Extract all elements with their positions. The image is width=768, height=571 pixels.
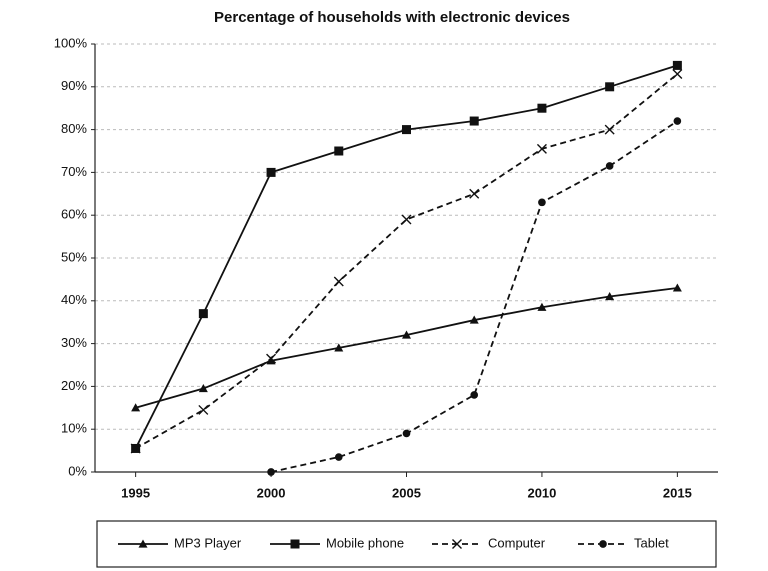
- data-point: [470, 391, 479, 399]
- data-point: [198, 309, 208, 319]
- x-tick-label: 2010: [527, 485, 556, 500]
- series-line: [135, 287, 678, 409]
- data-point: [131, 403, 141, 412]
- y-tick-label: 70%: [61, 164, 87, 179]
- data-point: [266, 356, 276, 365]
- data-point: [537, 103, 547, 113]
- data-point: [402, 330, 411, 339]
- data-point: [402, 429, 411, 438]
- x-tick-label: 2000: [257, 485, 286, 500]
- legend-box: [96, 520, 717, 568]
- legend-marker: [599, 540, 607, 548]
- data-point: [333, 276, 344, 287]
- data-point: [334, 453, 343, 461]
- y-tick-label: 50%: [61, 249, 87, 264]
- data-point: [469, 315, 479, 324]
- y-tick-label: 0%: [68, 463, 87, 478]
- legend-label: MP3 Player: [174, 535, 242, 550]
- data-point: [605, 82, 615, 92]
- data-point: [130, 443, 141, 454]
- data-point: [198, 384, 208, 393]
- data-point: [469, 116, 479, 126]
- data-point: [266, 167, 276, 177]
- legend-marker: [138, 539, 148, 548]
- data-point: [402, 125, 411, 135]
- data-point: [605, 292, 615, 301]
- series-line: [134, 64, 678, 449]
- data-point: [538, 198, 546, 207]
- legend-marker: [452, 539, 462, 549]
- y-tick-label: 10%: [61, 421, 87, 436]
- data-point: [536, 143, 547, 154]
- y-tick-label: 20%: [61, 378, 87, 393]
- legend-marker: [290, 539, 300, 549]
- x-tick-label: 1995: [121, 485, 150, 500]
- x-tick-label: 2005: [392, 485, 421, 500]
- data-point: [266, 353, 277, 364]
- data-point: [537, 302, 547, 311]
- chart-title: Percentage of households with electronic…: [214, 9, 570, 26]
- data-point: [673, 117, 682, 125]
- y-tick-label: 30%: [61, 335, 87, 350]
- x-tick-label: 2015: [663, 485, 692, 500]
- data-point: [401, 214, 412, 225]
- y-tick-label: 100%: [54, 35, 88, 50]
- y-tick-label: 90%: [61, 78, 87, 93]
- data-point: [605, 162, 614, 170]
- data-point: [672, 60, 682, 70]
- data-point: [672, 283, 682, 292]
- data-point: [267, 468, 275, 476]
- y-tick-label: 80%: [61, 121, 87, 136]
- y-tick-label: 40%: [61, 292, 87, 307]
- data-point: [334, 343, 344, 352]
- data-point: [469, 188, 480, 199]
- data-point: [198, 404, 209, 415]
- data-point: [672, 68, 683, 79]
- y-tick-label: 60%: [61, 207, 87, 222]
- legend-label: Computer: [488, 535, 546, 550]
- legend-label: Mobile phone: [326, 535, 404, 550]
- data-point: [334, 146, 344, 156]
- data-point: [604, 124, 615, 135]
- legend-label: Tablet: [634, 535, 669, 550]
